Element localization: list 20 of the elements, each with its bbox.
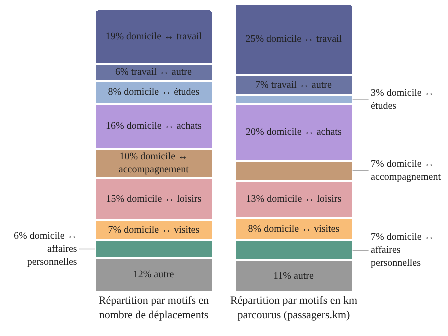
data-label: 15% domicile ↔ loisirs	[106, 194, 202, 205]
data-label: 6% domicile ↔ affaires personnelles	[14, 231, 78, 268]
data-label: 12% autre	[133, 269, 175, 280]
data-label: 7% domicile ↔ visites	[108, 225, 200, 236]
data-label: 3% domicile ↔ études	[371, 88, 434, 112]
data-label: 10% domicile ↔ accompagnement	[118, 152, 190, 176]
data-label: 13% domicile ↔ loisirs	[246, 194, 342, 205]
data-label: 11% autre	[273, 270, 315, 282]
data-label: 7% domicile ↔ affaires personnelles	[371, 232, 434, 269]
x-tick-label: Répartition par motifs en nombre de déplacements	[98, 295, 210, 322]
data-label: 8% domicile ↔ études	[108, 86, 200, 98]
x-tick-label: Répartition par motifs en km parcourus (passagers.km)	[230, 295, 358, 322]
data-label: 19% domicile ↔ travail	[106, 31, 202, 42]
data-label: 6% travail ↔ autre	[116, 66, 192, 78]
data-label: 25% domicile ↔ travail	[246, 34, 342, 46]
data-label: 16% domicile ↔ achats	[106, 121, 202, 132]
data-label: 20% domicile ↔ achats	[246, 126, 342, 138]
data-label: 8% domicile ↔ visites	[248, 224, 340, 235]
data-label: 7% domicile ↔ accompagnement	[371, 159, 442, 183]
data-label: 7% travail ↔ autre	[256, 80, 332, 91]
